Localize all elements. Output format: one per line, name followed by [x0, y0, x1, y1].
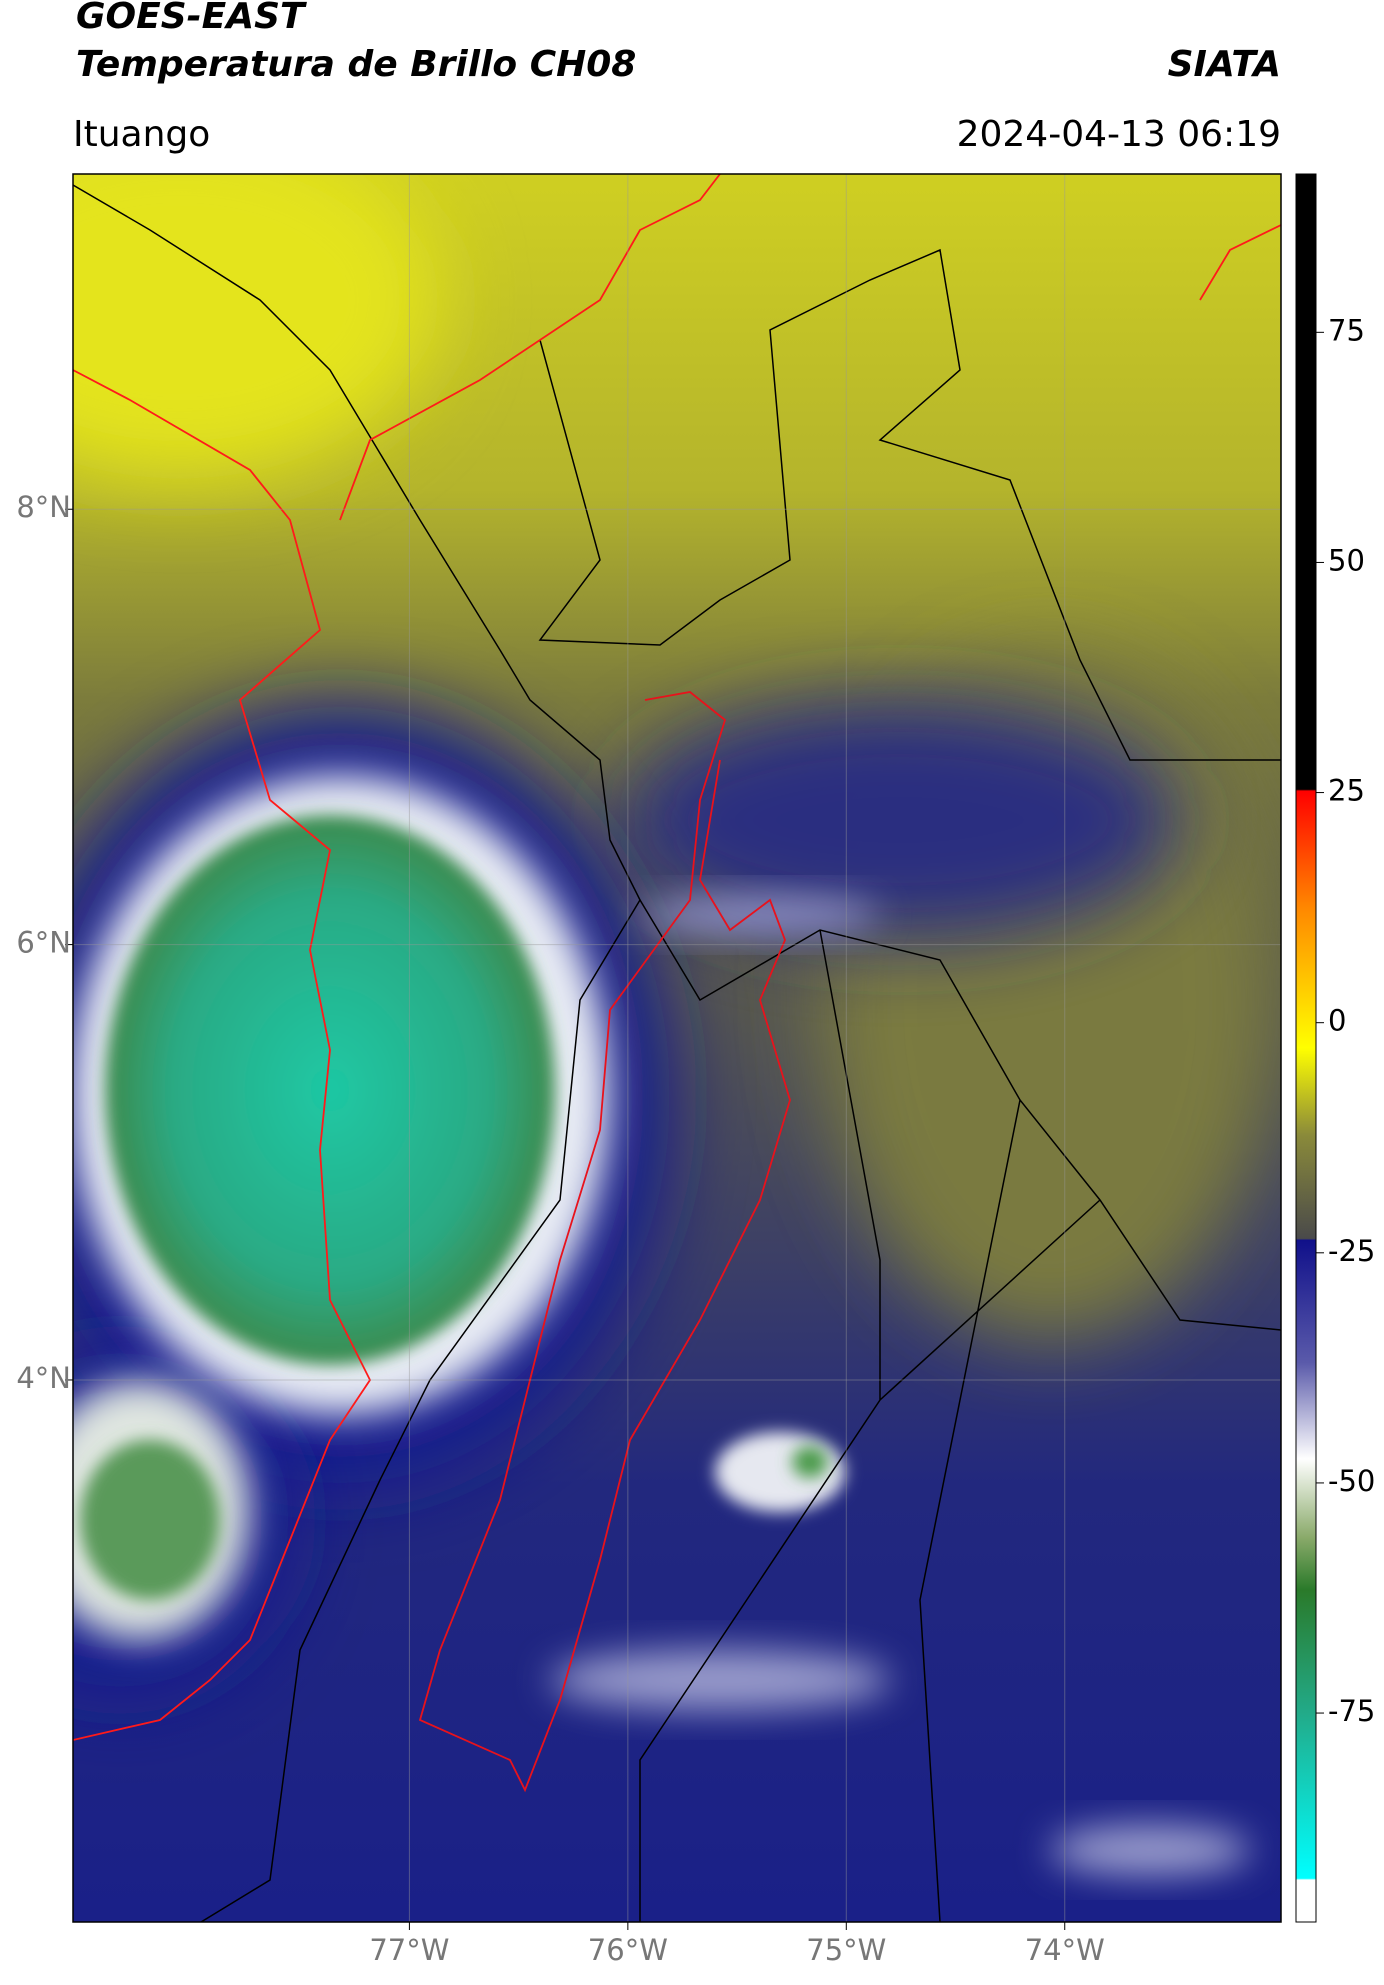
colorbar-tick-label: 0	[1328, 1004, 1346, 1038]
title: GOES-EAST	[76, 0, 307, 37]
x-tick-label: 76°W	[588, 1933, 668, 1967]
colorbar-tick-label: 75	[1328, 313, 1365, 347]
graticule	[73, 174, 1281, 1922]
y-tick-label: 4°N	[16, 1361, 71, 1395]
cirrus	[640, 895, 880, 935]
colorbar-tick-label: -75	[1328, 1694, 1375, 1728]
border	[73, 184, 641, 1922]
map-image	[73, 174, 1281, 1922]
storm-core	[792, 1446, 828, 1478]
x-tick-label: 74°W	[1025, 1933, 1105, 1967]
x-tick-label: 75°W	[806, 1933, 886, 1967]
cirrus	[1050, 1825, 1250, 1875]
subtitle: Temperatura de Brillo CH08	[76, 44, 636, 85]
colorbar-tick-label: 50	[1328, 543, 1365, 577]
timestamp: 2024-04-13 06:19	[957, 114, 1281, 155]
colorbar-tick-label: -50	[1328, 1464, 1375, 1498]
colorbar-tick-label: 25	[1328, 774, 1365, 808]
x-tick-label: 77°W	[369, 1933, 449, 1967]
source: SIATA	[1168, 44, 1281, 85]
region-outline	[418, 691, 791, 1793]
y-tick-label: 8°N	[16, 490, 71, 524]
colorbar	[1295, 173, 1317, 1923]
storm-core	[105, 815, 555, 1365]
border	[639, 899, 1281, 1922]
coastline	[73, 174, 1281, 1741]
y-tick-label: 6°N	[16, 926, 71, 960]
warm-region	[73, 174, 440, 480]
storm-rim	[715, 1432, 845, 1512]
colorbar-tick-label: -25	[1328, 1234, 1375, 1268]
storm-core	[80, 1440, 220, 1600]
cold-region	[620, 700, 1180, 940]
location: Ituango	[73, 114, 210, 155]
cirrus	[550, 1650, 890, 1710]
border	[538, 248, 1281, 761]
map-frame	[72, 173, 1282, 1923]
